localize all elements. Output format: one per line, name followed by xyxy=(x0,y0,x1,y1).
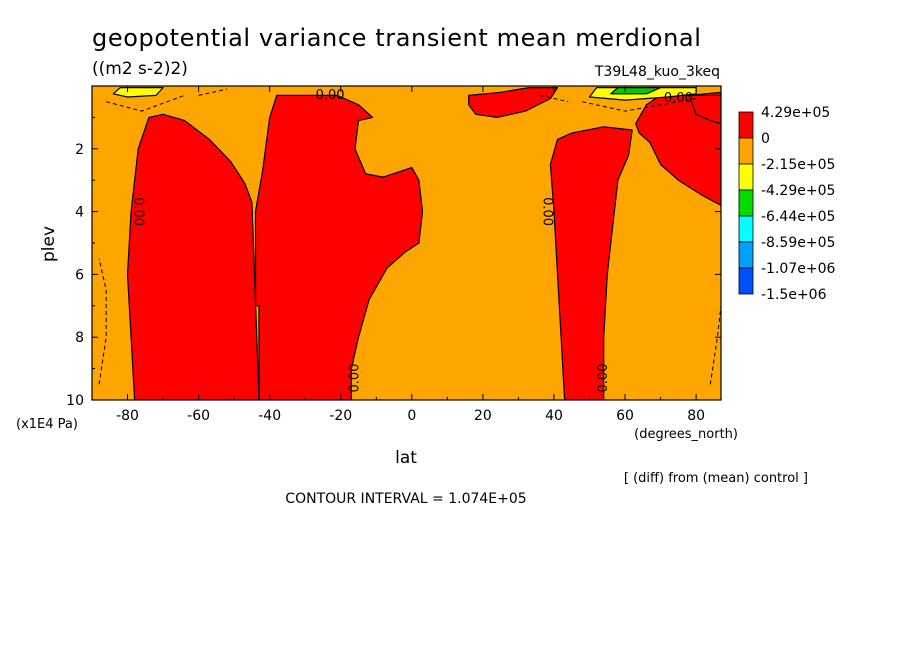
legend-label: -1.07e+06 xyxy=(761,261,835,277)
x-tick-label: -40 xyxy=(258,408,281,424)
contour-label: 0.00 xyxy=(539,197,554,226)
contour-region-pos xyxy=(688,94,721,125)
contour-label: 0.00 xyxy=(131,197,146,226)
x-tick-label: 80 xyxy=(687,408,705,424)
dashed-contours xyxy=(98,88,721,385)
x-axis-units: (degrees_north) xyxy=(634,427,738,442)
dashed-contour-line xyxy=(98,258,107,385)
legend-label: 0 xyxy=(761,131,770,147)
legend-swatch xyxy=(738,137,754,165)
contour-region-neg2 xyxy=(112,86,164,98)
y-tick-label: 2 xyxy=(75,142,84,158)
plot-area: 0.00 0.00 0.00 0.00 0.00 0.00 xyxy=(92,86,721,400)
x-axis-ticks: -80 -60 -40 -20 0 20 40 60 80 xyxy=(91,86,705,424)
dashed-contour-line xyxy=(198,88,228,96)
x-tick-label: -80 xyxy=(116,408,139,424)
dashed-contour-line xyxy=(106,94,185,112)
legend-swatch xyxy=(738,241,754,269)
x-tick-label: 0 xyxy=(407,408,416,424)
legend-swatch xyxy=(738,189,754,217)
y-axis-title: plev xyxy=(39,226,59,262)
legend-label: -6.44e+05 xyxy=(761,209,835,225)
x-tick-label: -20 xyxy=(329,408,352,424)
contour-label: 0.00 xyxy=(664,91,693,106)
legend-label: -4.29e+05 xyxy=(761,183,835,199)
y-tick-label: 10 xyxy=(66,393,84,409)
contour-regions xyxy=(112,86,721,400)
x-axis-title: lat xyxy=(395,448,417,468)
contour-region-pos xyxy=(468,86,559,119)
dashed-contour-line xyxy=(582,98,697,112)
legend-label: -8.59e+05 xyxy=(761,235,835,251)
legend-label: -1.5e+06 xyxy=(761,287,827,303)
y-tick-label: 4 xyxy=(75,205,84,221)
legend-swatch xyxy=(738,111,754,139)
contour-label: 0.00 xyxy=(348,364,363,393)
x-tick-label: 60 xyxy=(616,408,634,424)
y-axis-units: (x1E4 Pa) xyxy=(16,417,78,432)
legend-label: 4.29e+05 xyxy=(761,105,830,121)
x-tick-label: -60 xyxy=(187,408,210,424)
diff-note: [ (diff) from (mean) control ] xyxy=(624,471,808,486)
x-tick-label: 40 xyxy=(545,408,563,424)
dashed-contour-line xyxy=(709,305,721,385)
x-tick-label: 20 xyxy=(474,408,492,424)
contour-label: 0.00 xyxy=(596,364,611,393)
legend-label: -2.15e+05 xyxy=(761,157,835,173)
contour-labels: 0.00 0.00 0.00 0.00 0.00 0.00 xyxy=(131,88,693,393)
contour-region-neg3 xyxy=(610,86,662,95)
legend-swatch xyxy=(738,215,754,243)
chart-units: ((m2 s-2)2) xyxy=(92,59,188,79)
contour-region-pos xyxy=(549,126,633,400)
contour-label: 0.00 xyxy=(316,88,345,103)
dashed-contour-line xyxy=(539,94,569,103)
y-tick-label: 6 xyxy=(75,267,84,283)
y-axis-ticks: 2 4 6 8 10 xyxy=(66,116,721,409)
run-label: T39L48_kuo_3keq xyxy=(594,64,720,80)
chart-title: geopotential variance transient mean mer… xyxy=(92,24,701,52)
y-tick-label: 8 xyxy=(75,330,84,346)
color-legend: 4.29e+05 0 -2.15e+05 -4.29e+05 -6.44e+05 -8.5… xyxy=(738,105,835,303)
contour-region-pos xyxy=(126,113,260,400)
legend-swatch xyxy=(738,267,754,295)
legend-swatch xyxy=(738,163,754,191)
contour-interval: CONTOUR INTERVAL = 1.074E+05 xyxy=(285,491,526,507)
contour-region-pos xyxy=(254,94,424,400)
